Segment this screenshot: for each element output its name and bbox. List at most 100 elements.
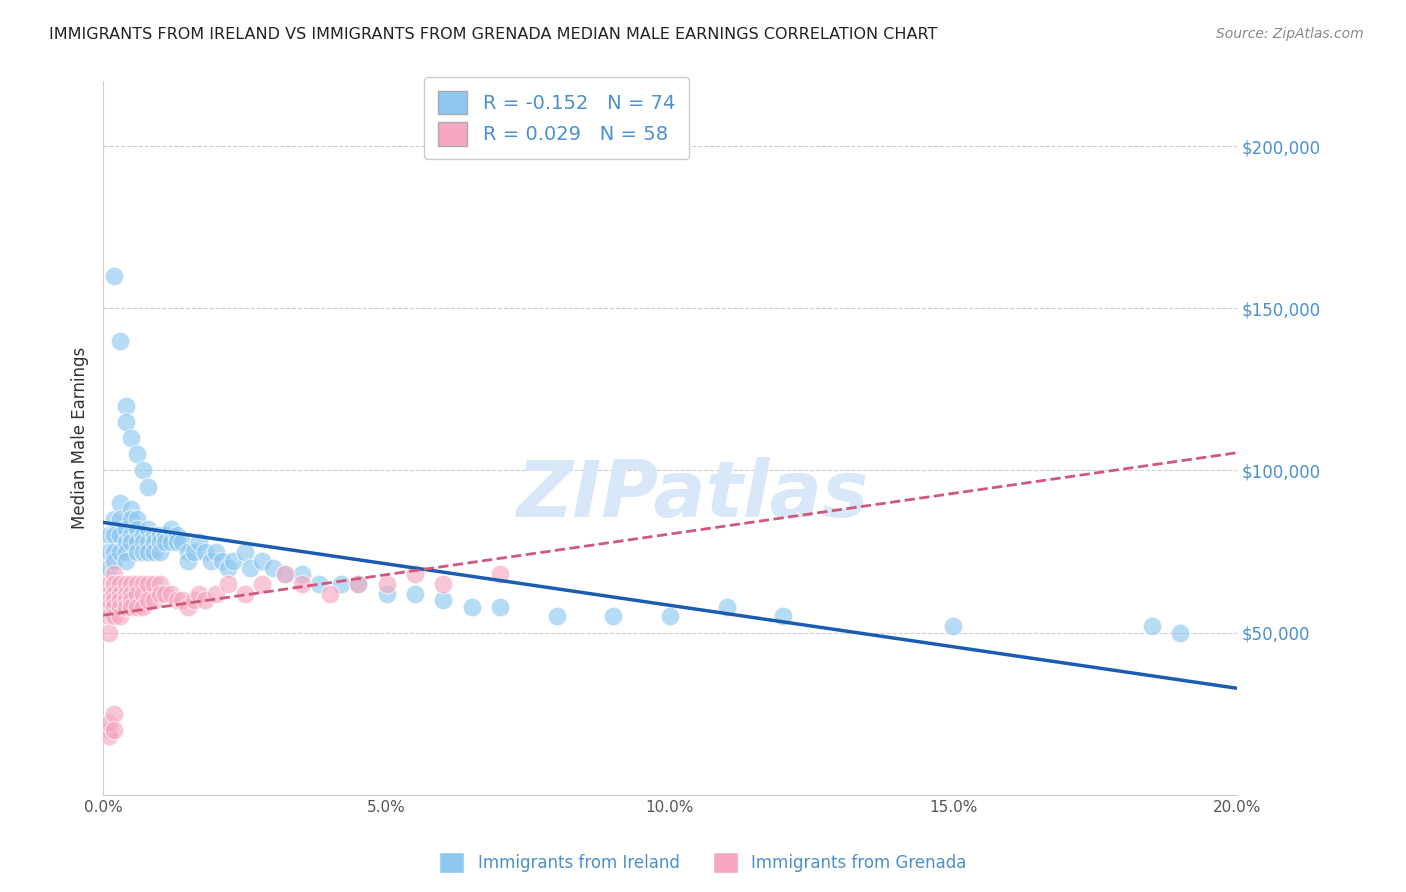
Point [121,534,143,549]
Point [127,522,149,536]
Point [160,587,183,601]
Point [108,496,131,510]
Point [290,577,312,591]
Point [149,528,172,542]
Point [114,534,136,549]
Point [97,729,120,743]
Point [143,534,166,549]
Point [114,593,136,607]
Point [273,567,295,582]
Point [143,544,166,558]
Point [404,567,426,582]
Point [97,593,120,607]
Point [233,544,256,558]
Point [138,593,160,607]
Point [432,577,454,591]
Point [250,577,273,591]
Point [404,587,426,601]
Point [239,560,262,574]
Point [132,528,155,542]
Point [546,609,568,624]
Point [127,447,149,461]
Point [114,522,136,536]
Point [160,522,183,536]
Point [319,587,342,601]
Point [127,544,149,558]
Point [121,587,143,601]
Point [658,609,681,624]
Point [138,577,160,591]
Point [262,560,284,574]
Point [127,587,149,601]
Point [114,554,136,568]
Point [166,593,188,607]
Point [127,534,149,549]
Point [127,577,149,591]
Point [1140,619,1163,633]
Point [114,599,136,614]
Point [103,593,125,607]
Point [347,577,370,591]
Point [108,609,131,624]
Point [375,577,398,591]
Point [188,587,211,601]
Point [155,528,177,542]
Point [103,609,125,624]
Point [103,567,125,582]
Point [108,512,131,526]
Point [103,723,125,737]
Point [127,512,149,526]
Point [114,544,136,558]
Point [602,609,624,624]
Point [160,534,183,549]
Point [108,599,131,614]
Point [1168,625,1191,640]
Point [108,577,131,591]
Point [103,268,125,283]
Y-axis label: Median Male Earnings: Median Male Earnings [72,347,89,529]
Text: Source: ZipAtlas.com: Source: ZipAtlas.com [1216,27,1364,41]
Point [108,334,131,348]
Point [716,599,738,614]
Point [138,544,160,558]
Point [103,587,125,601]
Point [200,554,222,568]
Point [103,528,125,542]
Point [121,431,143,445]
Point [103,706,125,721]
Point [308,577,330,591]
Point [194,593,217,607]
Point [432,593,454,607]
Point [149,587,172,601]
Point [127,599,149,614]
Point [149,544,172,558]
Point [942,619,965,633]
Point [121,512,143,526]
Point [103,512,125,526]
Point [211,554,233,568]
Point [489,567,512,582]
Point [132,534,155,549]
Point [97,599,120,614]
Point [143,577,166,591]
Point [108,544,131,558]
Point [347,577,370,591]
Point [460,599,482,614]
Point [114,415,136,429]
Point [172,593,194,607]
Point [772,609,794,624]
Point [375,587,398,601]
Point [205,544,228,558]
Point [489,599,512,614]
Point [330,577,353,591]
Point [177,554,200,568]
Point [143,593,166,607]
Point [114,577,136,591]
Point [121,528,143,542]
Point [97,544,120,558]
Point [103,554,125,568]
Point [183,593,205,607]
Point [97,625,120,640]
Point [222,554,245,568]
Point [103,599,125,614]
